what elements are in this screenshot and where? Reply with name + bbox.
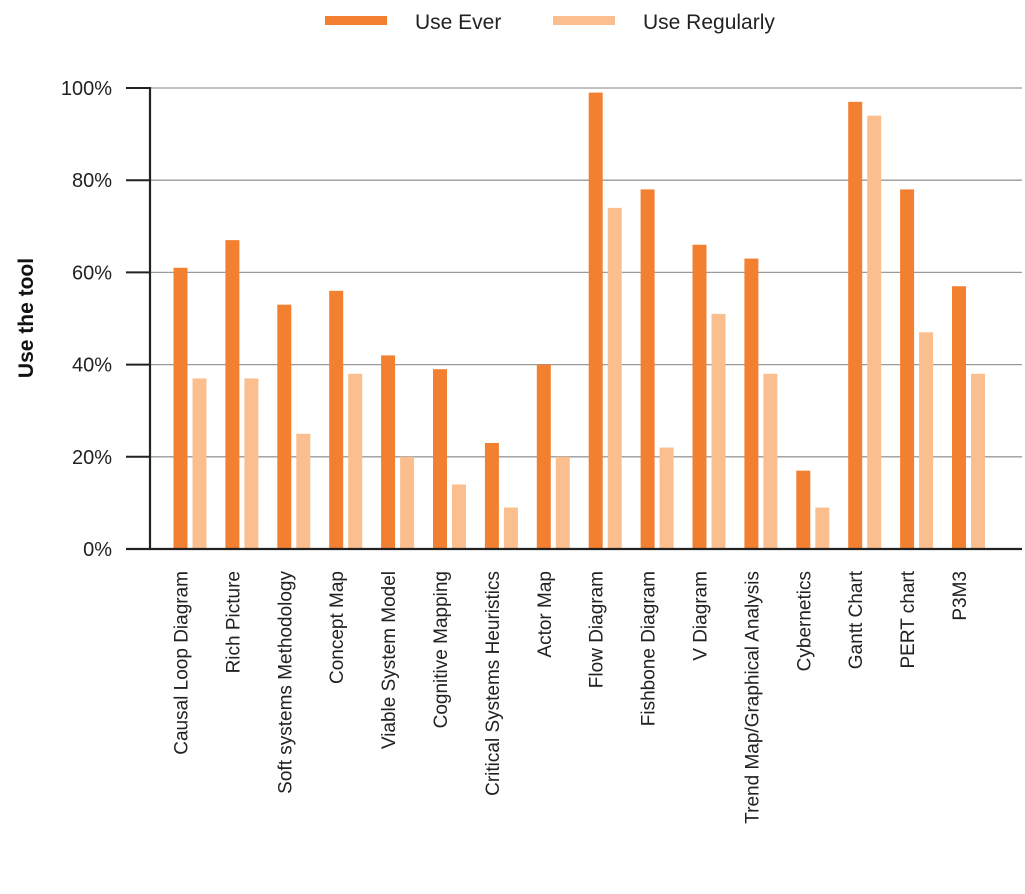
bar-use-regularly (971, 373, 985, 549)
y-tick-label: 60% (72, 262, 112, 284)
bar-use-ever (484, 442, 499, 549)
bar-use-regularly (607, 207, 622, 550)
y-tick-label: 80% (72, 170, 112, 192)
bar-use-regularly (763, 373, 778, 549)
bar-use-regularly (296, 433, 311, 549)
bar-use-ever (952, 286, 966, 549)
bar-use-ever (173, 267, 188, 549)
x-tick-label: Fishbone Diagram (639, 571, 660, 726)
bar-use-regularly (400, 456, 415, 549)
y-axis-ticks: 0% 20% 40% 60% 80% 100% (61, 78, 150, 561)
legend-label-use-ever: Use Ever (415, 11, 501, 34)
x-tick-label: Actor Map (535, 571, 556, 658)
bar-use-ever (381, 355, 396, 549)
x-tick-label: Causal Loop Diagram (172, 571, 193, 755)
y-tick-label: 100% (61, 78, 112, 100)
x-tick-label: Concept Map (327, 571, 348, 684)
y-tick-label: 0% (83, 539, 112, 561)
y-tick-label: 20% (72, 447, 112, 469)
x-tick-label: Gantt Chart (846, 570, 867, 669)
bar-use-regularly (815, 507, 830, 549)
legend-swatch-use-ever (325, 16, 387, 25)
bar-use-ever (796, 470, 811, 549)
bar-use-ever (433, 369, 447, 549)
bar-use-regularly (555, 456, 570, 549)
y-tick-label: 40% (72, 355, 112, 377)
legend-swatch-use-regularly (553, 16, 615, 25)
bar-use-regularly (244, 378, 259, 549)
bar-use-regularly (192, 378, 207, 549)
bar-use-regularly (919, 332, 934, 549)
y-axis-label: Use the tool (15, 258, 38, 378)
x-tick-label: Cognitive Mapping (431, 571, 452, 728)
bar-use-ever (692, 244, 707, 550)
legend: Use Ever Use Regularly (325, 11, 775, 34)
bar-use-ever (900, 189, 915, 550)
x-tick-label: Cybernetics (794, 571, 815, 671)
bar-use-ever (640, 189, 655, 550)
x-tick-label: Critical Systems Heuristics (483, 571, 504, 796)
bar-use-regularly (711, 313, 726, 549)
x-tick-label: PERT chart (898, 570, 919, 668)
bar-use-regularly (659, 447, 674, 549)
bar-use-ever (744, 258, 759, 549)
bar-use-regularly (452, 484, 466, 549)
legend-label-use-regularly: Use Regularly (643, 11, 775, 34)
axes (126, 87, 1022, 551)
x-tick-label: V Diagram (691, 571, 712, 661)
bar-use-ever (536, 364, 551, 549)
bar-use-ever (588, 92, 603, 550)
bar-use-ever (225, 240, 240, 549)
x-tick-label: Viable System Model (379, 571, 400, 749)
bar-use-ever (329, 290, 344, 549)
x-tick-label: Flow Diagram (587, 571, 608, 688)
x-axis-labels: Causal Loop Diagram Rich Picture Soft syst… (172, 570, 972, 823)
bar-use-regularly (348, 373, 363, 549)
x-tick-label: Trend Map/Graphical Analysis (742, 571, 763, 824)
x-tick-label: Soft systems Methodology (275, 571, 296, 794)
bar-use-ever (848, 101, 863, 549)
bars (173, 92, 985, 550)
bar-use-ever (277, 304, 292, 549)
x-tick-label: Rich Picture (223, 571, 244, 673)
bar-use-regularly (867, 115, 882, 549)
x-tick-label: P3M3 (950, 571, 971, 621)
bar-use-regularly (503, 507, 518, 549)
